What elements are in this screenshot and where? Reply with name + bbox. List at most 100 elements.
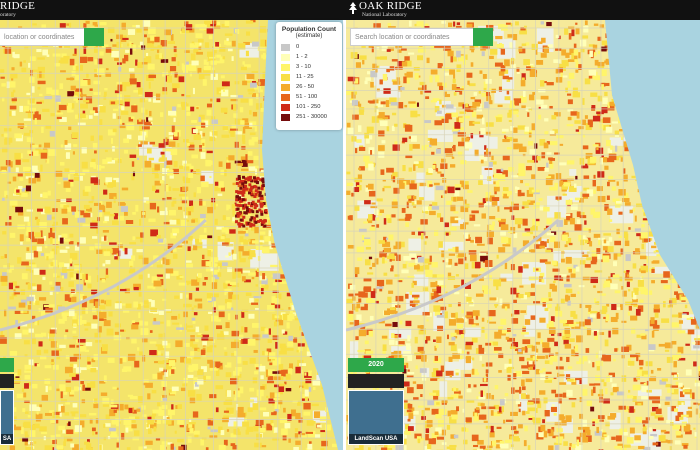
map-cell: [484, 145, 487, 150]
map-cell: [119, 288, 127, 292]
map-cell: [606, 303, 610, 307]
map-cell: [177, 61, 180, 66]
map-cell: [675, 430, 681, 436]
map-cell: [483, 87, 487, 92]
map-cell: [416, 172, 426, 183]
map-cell: [275, 406, 279, 413]
map-cell: [349, 215, 353, 221]
map-cell: [187, 143, 190, 146]
map-cell: [92, 315, 98, 320]
map-cell: [419, 186, 435, 201]
map-cell: [650, 369, 654, 374]
map-cell: [555, 352, 559, 356]
map-cell: [312, 386, 316, 391]
map-cell: [377, 112, 385, 119]
map-cell: [650, 433, 658, 437]
map-cell: [226, 407, 234, 414]
map-cell: [352, 114, 359, 120]
map-cell: [653, 308, 660, 313]
map-cell: [492, 341, 499, 346]
map-cell: [695, 335, 700, 339]
map-cell: [409, 253, 417, 258]
map-cell: [253, 86, 261, 90]
map-cell: [569, 338, 575, 343]
map-cell: [112, 113, 116, 119]
map-cell: [462, 408, 465, 413]
map-cell: [404, 217, 411, 221]
map-cell: [242, 421, 249, 427]
map-cell: [222, 242, 229, 246]
map-cell: [417, 227, 421, 231]
map-cell: [573, 43, 577, 49]
map-cell: [34, 319, 38, 326]
map-cell: [548, 327, 556, 335]
map-cell: [165, 207, 168, 213]
map-cell: [551, 115, 557, 120]
map-cell: [260, 194, 264, 198]
map-cell: [570, 111, 578, 116]
map-cell: [616, 201, 622, 204]
map-cell: [457, 132, 466, 137]
map-cell: [219, 47, 226, 52]
map-cell: [531, 123, 535, 131]
map-cell: [46, 256, 49, 261]
map-cell: [433, 368, 439, 375]
map-cell: [661, 378, 668, 382]
map-cell: [245, 227, 248, 231]
map-cell: [50, 286, 57, 290]
map-cell: [224, 298, 232, 304]
map-cell: [685, 430, 692, 435]
map-cell: [557, 374, 565, 377]
map-cell: [77, 338, 86, 343]
map-cell: [235, 181, 239, 185]
map-cell: [502, 187, 509, 192]
map-cell: [529, 149, 537, 155]
map-cell: [193, 49, 199, 54]
map-cell: [220, 187, 226, 192]
map-cell: [181, 242, 184, 246]
map-cell: [522, 339, 531, 345]
map-cell: [624, 240, 630, 247]
map-cell: [346, 190, 351, 196]
map-cell: [501, 329, 510, 334]
map-cell: [524, 346, 528, 353]
map-cell: [613, 261, 618, 267]
map-cell: [132, 322, 140, 325]
map-cell: [240, 120, 245, 125]
map-cell: [594, 215, 599, 218]
map-cell: [133, 283, 141, 290]
map-right[interactable]: [346, 20, 700, 450]
map-cell: [371, 116, 379, 123]
map-cell: [23, 216, 30, 222]
map-cell: [98, 311, 107, 319]
map-cell: [48, 232, 56, 239]
map-cell: [292, 400, 298, 403]
map-cell: [681, 402, 684, 406]
map-cell: [646, 256, 650, 264]
map-cell: [510, 287, 517, 295]
map-cell: [354, 205, 360, 211]
map-cell: [612, 274, 620, 280]
map-cell: [364, 340, 369, 345]
map-cell: [104, 87, 108, 91]
map-cell: [266, 380, 275, 384]
map-cell: [498, 24, 505, 30]
map-cell: [87, 283, 92, 289]
map-cell: [691, 341, 696, 345]
map-cell: [434, 310, 441, 316]
map-cell: [568, 268, 572, 273]
map-cell: [55, 112, 63, 115]
map-cell: [408, 101, 416, 104]
map-cell: [102, 44, 109, 49]
map-cell: [606, 375, 610, 383]
map-cell: [245, 187, 249, 191]
map-cell: [598, 239, 602, 246]
map-cell: [226, 390, 232, 397]
map-cell: [511, 203, 519, 211]
map-cell: [313, 411, 321, 419]
map-cell: [86, 355, 91, 362]
map-cell: [664, 342, 673, 349]
map-cell: [469, 254, 477, 262]
map-cell: [187, 436, 192, 443]
map-cell: [132, 437, 140, 441]
